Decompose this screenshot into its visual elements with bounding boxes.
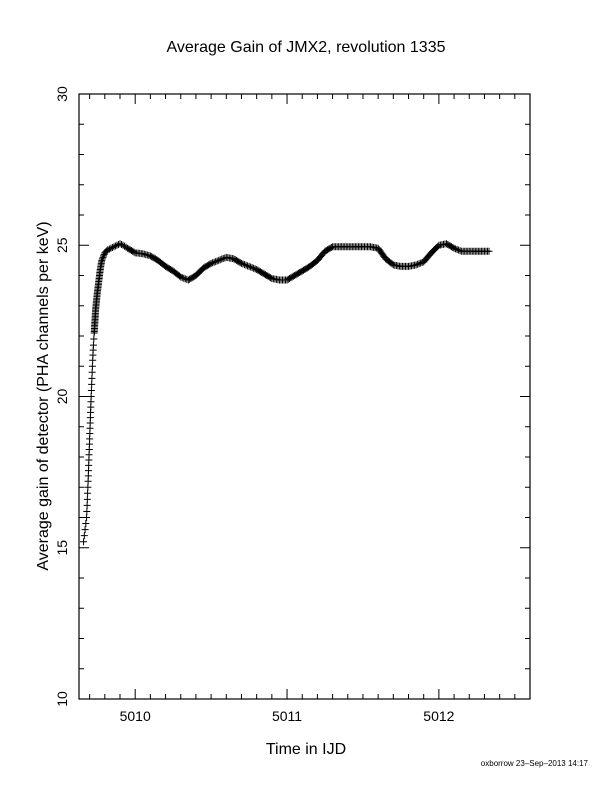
data-point [239,260,247,268]
data-point [105,245,113,253]
data-point [89,341,97,349]
data-point [415,260,423,268]
data-point [82,520,90,528]
x-tick-label: 5010 [120,708,151,724]
data-point [100,252,108,260]
data-point [88,362,96,370]
y-tick-label: 10 [54,691,70,707]
data-points [80,240,493,546]
data-point [417,259,425,267]
data-point [110,243,118,251]
data-point [80,538,88,546]
data-point [88,374,96,382]
data-point [87,386,95,394]
y-tick-label: 15 [54,540,70,556]
data-point [412,261,420,269]
data-point [219,255,227,263]
data-point [215,256,223,264]
data-point [118,240,126,248]
data-point [84,483,92,491]
data-point [88,368,96,376]
data-point [242,261,250,269]
data-point [212,258,220,266]
data-point [247,263,255,271]
data-point [83,507,91,515]
data-point [177,273,185,281]
data-point [98,255,106,263]
y-tick-label: 20 [54,389,70,405]
data-point [216,256,224,264]
data-point [213,257,221,265]
x-tick-label: 5012 [423,708,454,724]
data-point [113,241,121,249]
data-point [218,255,226,263]
data-point [456,247,464,255]
axis-ticks: 5010 5011 5012 10 15 20 25 30 [54,86,530,724]
plot-frame [78,93,531,700]
data-point [83,501,91,509]
x-tick-label: 5011 [272,708,302,724]
data-point [108,244,116,252]
y-tick-label: 30 [54,86,70,102]
data-point [80,532,88,540]
data-point [111,242,119,250]
data-point [248,264,256,272]
data-point [250,264,258,272]
data-point [83,495,91,503]
data-point [83,514,91,521]
data-point [450,244,458,252]
data-point [455,246,463,254]
data-point [180,274,188,282]
data-point [453,245,461,253]
data-point [244,262,252,270]
y-tick-label: 25 [54,237,70,253]
data-point [209,259,217,267]
data-point [241,261,249,269]
data-point [104,246,112,254]
data-point [210,258,218,266]
data-point [98,256,106,264]
data-point [207,259,215,267]
data-point [237,259,245,267]
data-point [81,526,89,534]
data-point [414,260,422,268]
x-axis-label: Time in IJD [266,741,346,758]
data-point [99,253,107,261]
data-point [88,380,96,388]
data-point [245,262,253,270]
chart-title: Average Gain of JMX2, revolution 1335 [167,39,446,56]
data-point [452,245,460,253]
data-point [107,244,115,252]
data-point [90,335,98,343]
data-point [116,240,124,248]
footer-credit: oxborrow 23–Sep–2013 14:17 [481,759,589,768]
y-axis-label: Average gain of detector (PHA channels p… [35,221,52,570]
data-point [87,393,95,400]
data-point [84,489,92,497]
data-point [485,247,493,255]
data-point [178,274,186,282]
